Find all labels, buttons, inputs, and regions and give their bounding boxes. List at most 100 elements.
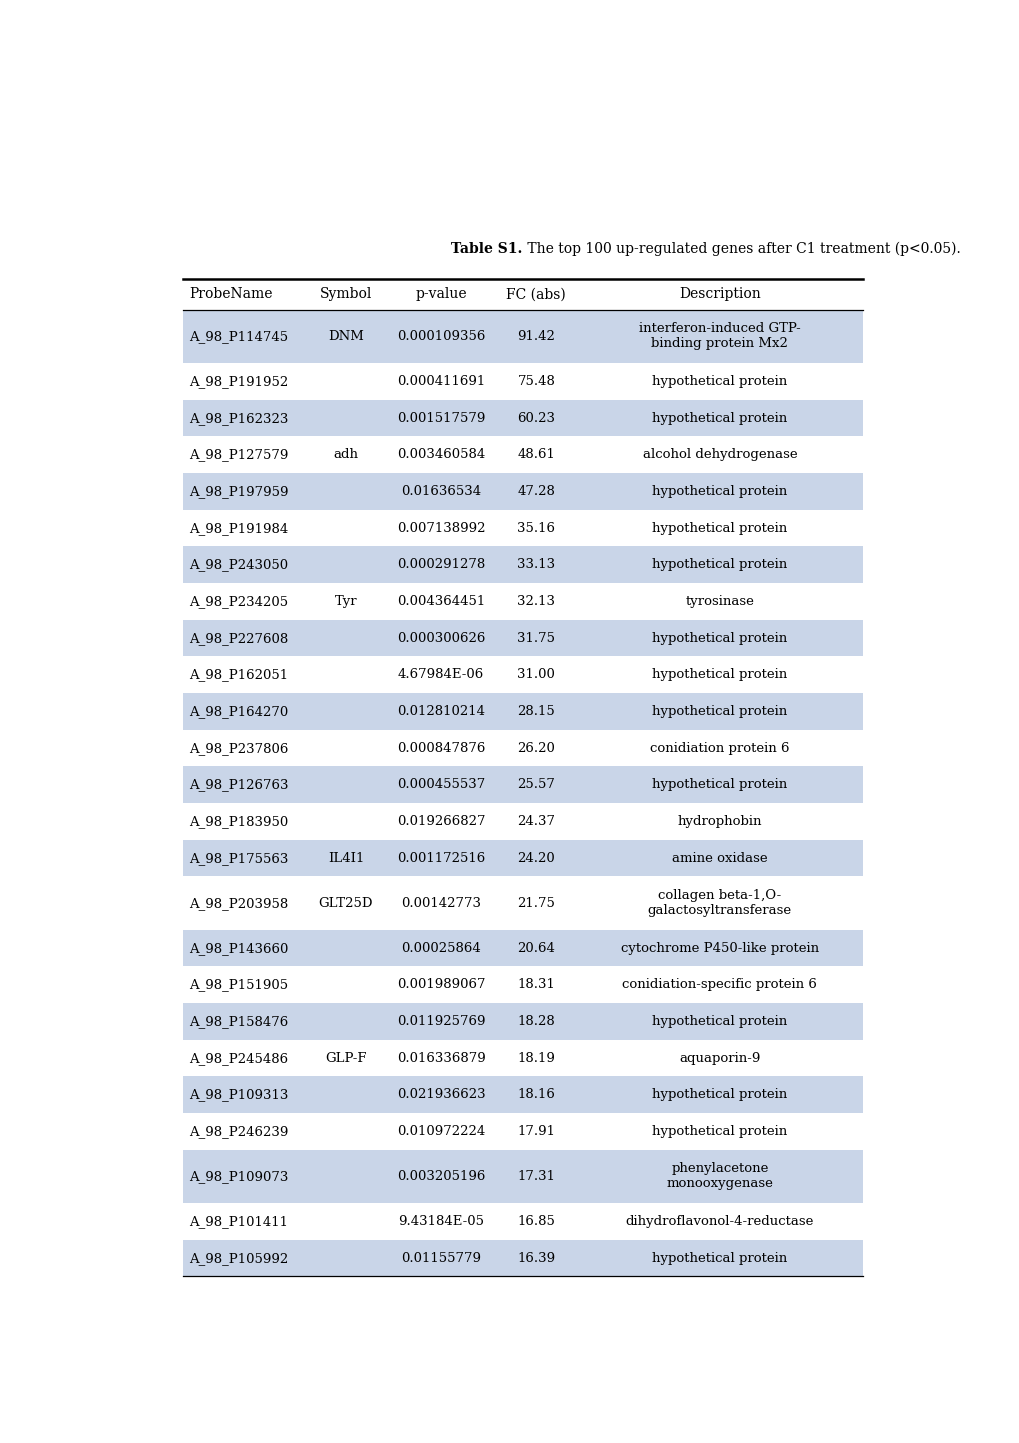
Bar	[182, 436, 862, 473]
Text: A_98_P197959: A_98_P197959	[189, 485, 288, 498]
Text: Description: Description	[679, 287, 760, 302]
Bar	[182, 1076, 862, 1113]
Text: 75.48: 75.48	[517, 375, 554, 388]
Bar	[182, 547, 862, 583]
Text: A_98_P114745: A_98_P114745	[189, 330, 288, 343]
Bar	[182, 967, 862, 1003]
Bar	[182, 1203, 862, 1240]
Text: IL4I1: IL4I1	[327, 851, 364, 864]
Text: 25.57: 25.57	[517, 778, 554, 791]
Text: 0.019266827: 0.019266827	[396, 815, 485, 828]
Text: hypothetical protein: hypothetical protein	[651, 1088, 787, 1101]
Text: hypothetical protein: hypothetical protein	[651, 485, 787, 498]
Text: A_98_P158476: A_98_P158476	[189, 1014, 288, 1027]
Bar	[182, 509, 862, 547]
Text: 0.001989067: 0.001989067	[396, 978, 485, 991]
Text: hypothetical protein: hypothetical protein	[651, 411, 787, 424]
Text: 18.19: 18.19	[517, 1052, 554, 1065]
Text: 0.000847876: 0.000847876	[396, 742, 485, 755]
Text: A_98_P191952: A_98_P191952	[189, 375, 288, 388]
Text: conidiation protein 6: conidiation protein 6	[649, 742, 789, 755]
Text: 24.20: 24.20	[517, 851, 554, 864]
Text: ProbeName: ProbeName	[189, 287, 272, 302]
Text: A_98_P109313: A_98_P109313	[189, 1088, 288, 1101]
Text: 32.13: 32.13	[517, 595, 554, 608]
Text: 0.000411691: 0.000411691	[396, 375, 485, 388]
Text: 31.75: 31.75	[517, 632, 554, 645]
Text: 26.20: 26.20	[517, 742, 554, 755]
Text: 24.37: 24.37	[517, 815, 554, 828]
Text: 0.000300626: 0.000300626	[396, 632, 485, 645]
Text: A_98_P234205: A_98_P234205	[189, 595, 288, 608]
Text: 60.23: 60.23	[517, 411, 554, 424]
Text: A_98_P227608: A_98_P227608	[189, 632, 288, 645]
Text: 0.011925769: 0.011925769	[396, 1014, 485, 1027]
Text: 0.004364451: 0.004364451	[396, 595, 485, 608]
Text: GLT25D: GLT25D	[318, 896, 373, 909]
Bar	[182, 840, 862, 876]
Text: hypothetical protein: hypothetical protein	[651, 1126, 787, 1139]
Text: 31.00: 31.00	[517, 668, 554, 681]
Text: A_98_P101411: A_98_P101411	[189, 1215, 288, 1228]
Bar	[182, 1240, 862, 1277]
Text: 0.000455537: 0.000455537	[396, 778, 485, 791]
Text: 0.00025864: 0.00025864	[400, 942, 481, 955]
Text: 18.16: 18.16	[517, 1088, 554, 1101]
Text: collagen beta-1,O-
galactosyltransferase: collagen beta-1,O- galactosyltransferase	[647, 889, 791, 918]
Text: 0.001517579: 0.001517579	[396, 411, 485, 424]
Bar	[182, 400, 862, 436]
Text: hypothetical protein: hypothetical protein	[651, 706, 787, 719]
Text: 0.003205196: 0.003205196	[396, 1170, 485, 1183]
Text: A_98_P127579: A_98_P127579	[189, 449, 288, 462]
Text: 91.42: 91.42	[517, 330, 554, 343]
Text: 0.00142773: 0.00142773	[400, 896, 481, 909]
Text: FC (abs): FC (abs)	[506, 287, 566, 302]
Text: 17.31: 17.31	[517, 1170, 554, 1183]
Text: A_98_P109073: A_98_P109073	[189, 1170, 288, 1183]
Bar	[182, 657, 862, 693]
Text: 4.67984E-06: 4.67984E-06	[397, 668, 484, 681]
Bar	[182, 766, 862, 804]
Text: 0.012810214: 0.012810214	[396, 706, 485, 719]
Bar	[182, 364, 862, 400]
Text: dihydroflavonol-4-reductase: dihydroflavonol-4-reductase	[625, 1215, 813, 1228]
Text: A_98_P243050: A_98_P243050	[189, 558, 288, 571]
Text: aquaporin-9: aquaporin-9	[679, 1052, 760, 1065]
Bar	[182, 1113, 862, 1150]
Text: phenylacetone
monooxygenase: phenylacetone monooxygenase	[665, 1163, 772, 1190]
Bar	[182, 804, 862, 840]
Bar	[182, 876, 862, 929]
Bar	[182, 583, 862, 620]
Text: A_98_P164270: A_98_P164270	[189, 706, 288, 719]
Text: The top 100 up-regulated genes after C1 treatment (p<0.05).: The top 100 up-regulated genes after C1 …	[522, 242, 960, 257]
Text: Table S1.: Table S1.	[451, 242, 522, 257]
Text: hypothetical protein: hypothetical protein	[651, 558, 787, 571]
Text: amine oxidase: amine oxidase	[672, 851, 767, 864]
Text: 0.007138992: 0.007138992	[396, 522, 485, 535]
Text: GLP-F: GLP-F	[325, 1052, 367, 1065]
Text: DNM: DNM	[328, 330, 364, 343]
Text: A_98_P143660: A_98_P143660	[189, 942, 288, 955]
Text: 17.91: 17.91	[517, 1126, 554, 1139]
Text: A_98_P237806: A_98_P237806	[189, 742, 288, 755]
Text: hypothetical protein: hypothetical protein	[651, 632, 787, 645]
Text: 35.16: 35.16	[517, 522, 554, 535]
Text: A_98_P151905: A_98_P151905	[189, 978, 288, 991]
Text: 9.43184E-05: 9.43184E-05	[397, 1215, 484, 1228]
Text: A_98_P162051: A_98_P162051	[189, 668, 288, 681]
Text: 21.75: 21.75	[517, 896, 554, 909]
Text: 20.64: 20.64	[517, 942, 554, 955]
Text: hypothetical protein: hypothetical protein	[651, 668, 787, 681]
Text: tyrosinase: tyrosinase	[685, 595, 754, 608]
Text: 0.021936623: 0.021936623	[396, 1088, 485, 1101]
Text: hypothetical protein: hypothetical protein	[651, 522, 787, 535]
Text: 0.01636534: 0.01636534	[400, 485, 481, 498]
Bar	[182, 473, 862, 509]
Text: 0.01155779: 0.01155779	[400, 1251, 481, 1264]
Text: 0.001172516: 0.001172516	[396, 851, 485, 864]
Text: hypothetical protein: hypothetical protein	[651, 1014, 787, 1027]
Text: 16.85: 16.85	[517, 1215, 554, 1228]
Bar	[182, 620, 862, 657]
Text: alcohol dehydrogenase: alcohol dehydrogenase	[642, 449, 797, 462]
Text: 18.28: 18.28	[517, 1014, 554, 1027]
